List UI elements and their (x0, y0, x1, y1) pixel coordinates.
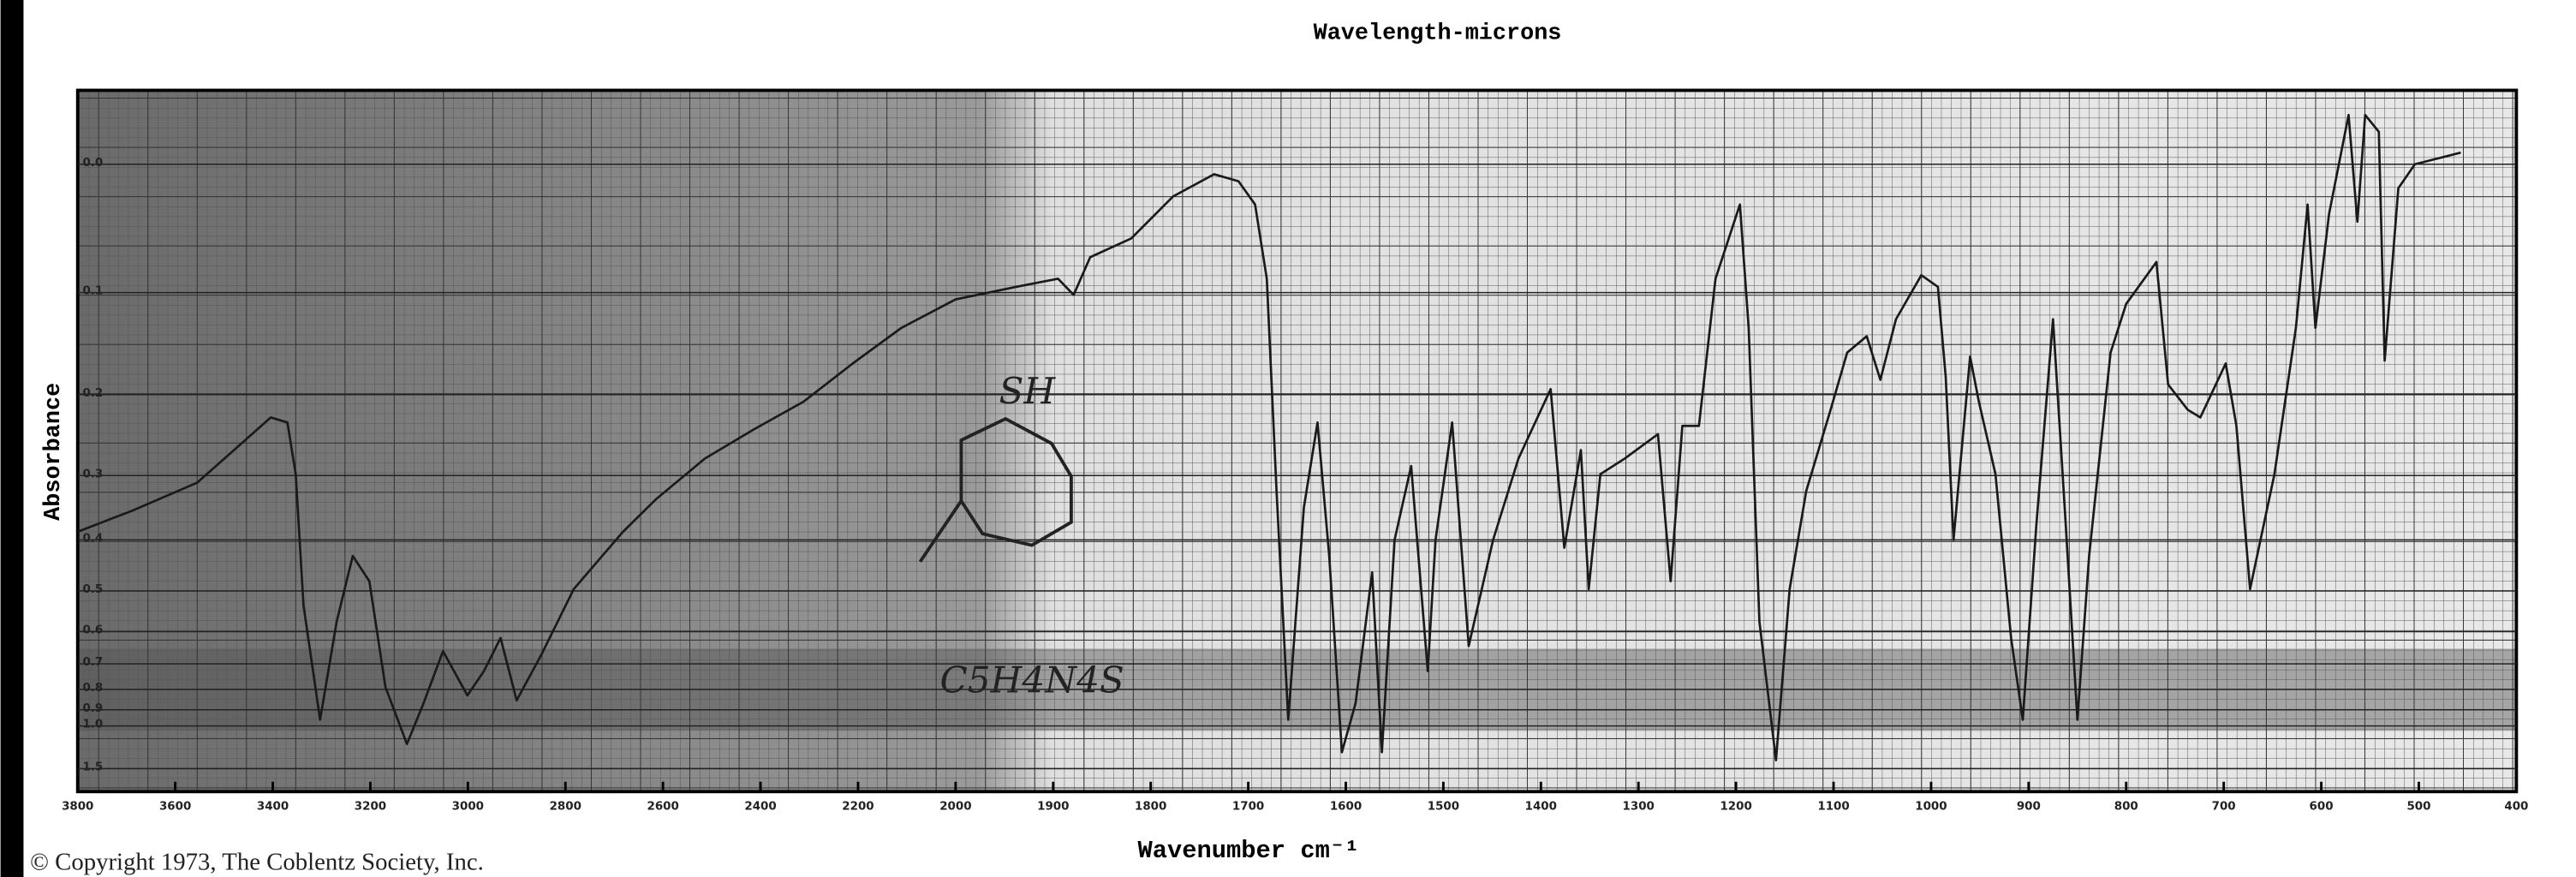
x-tick-label: 1000 (1915, 801, 1947, 814)
spectrum-line (77, 113, 2461, 762)
structure-sketch (918, 416, 1073, 563)
plot-frame (75, 88, 2519, 794)
x-tick-label: 1900 (1037, 801, 1069, 814)
y-axis-label: Absorbance (41, 383, 67, 521)
x-tick-label: 900 (2017, 801, 2041, 814)
major-grid (77, 90, 2517, 792)
y-tick-label: 0.0 (82, 157, 103, 170)
x-tick-label: 2200 (842, 801, 874, 814)
copyright: © Copyright 1973, The Coblentz Society, … (30, 848, 484, 875)
y-tick-label: 1.5 (82, 761, 103, 774)
x-tick-label: 600 (2310, 801, 2334, 814)
x-tick-label: 3000 (452, 801, 484, 814)
annotation: SH (999, 370, 1057, 412)
x-tick-label: 1300 (1623, 801, 1655, 814)
y-tick-label: 0.3 (82, 468, 103, 480)
x-tick-label: 3600 (159, 801, 191, 814)
plot-area (75, 88, 2519, 794)
x-tick-label: 1400 (1525, 801, 1557, 814)
y-tick-label: 0.4 (82, 532, 103, 545)
x-tick-label: 1600 (1330, 801, 1362, 814)
x-tick-label: 1700 (1232, 801, 1264, 814)
x-tick-label: 1500 (1428, 801, 1459, 814)
y-tick-label: 1.0 (82, 719, 103, 731)
chart-title: Wavelength-microns (1314, 21, 1562, 46)
y-tick-label: 0.6 (82, 624, 103, 637)
y-tick-label: 0.2 (82, 387, 103, 400)
x-tick-label: 1100 (1817, 801, 1849, 814)
x-axis-label: Wavenumber cm⁻¹ (1138, 837, 1360, 865)
y-tick-label: 0.1 (82, 285, 103, 298)
x-tick-label: 2000 (939, 801, 971, 814)
x-tick-label: 2600 (647, 801, 679, 814)
y-tick-label: 0.9 (82, 702, 103, 715)
y-tick-label: 0.8 (82, 682, 103, 695)
x-tick-label: 3800 (62, 801, 93, 814)
x-tick-label: 500 (2406, 801, 2430, 814)
y-tick-label: 0.5 (82, 583, 103, 596)
y-tick-label: 0.7 (82, 656, 103, 669)
x-tick-label: 3400 (257, 801, 289, 814)
x-tick-label: 400 (2504, 801, 2528, 814)
x-tick-label: 2800 (550, 801, 581, 814)
scan-edge (0, 0, 24, 877)
x-tick-label: 1200 (1720, 801, 1751, 814)
x-tick-label: 1800 (1135, 801, 1166, 814)
x-tick-label: 2400 (744, 801, 776, 814)
annotation: C5H4N4S (939, 659, 1124, 701)
x-tick-label: 800 (2114, 801, 2138, 814)
x-tick-label: 3200 (355, 801, 386, 814)
x-tick-label: 700 (2212, 801, 2236, 814)
